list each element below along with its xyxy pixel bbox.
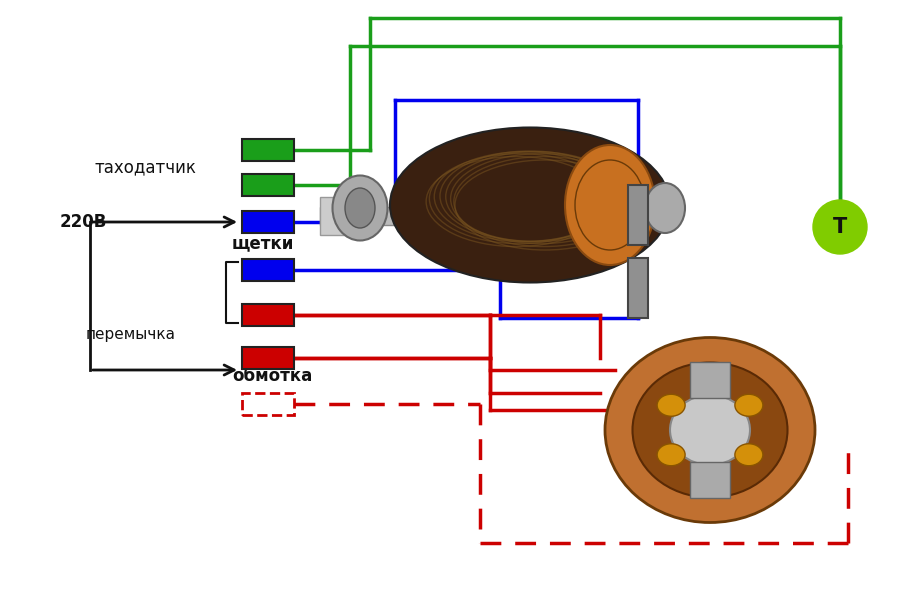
Bar: [690, 462, 730, 498]
Ellipse shape: [575, 160, 645, 250]
Ellipse shape: [645, 183, 685, 233]
Bar: [242, 211, 294, 233]
Text: щетки: щетки: [232, 234, 294, 252]
Bar: [242, 347, 294, 369]
Ellipse shape: [657, 444, 685, 465]
Ellipse shape: [565, 145, 655, 265]
Bar: [628, 258, 648, 318]
Bar: [320, 105, 720, 300]
Bar: [242, 174, 294, 196]
Ellipse shape: [657, 394, 685, 416]
Bar: [628, 185, 648, 245]
Ellipse shape: [633, 362, 788, 498]
Bar: [242, 393, 294, 415]
Bar: [320, 207, 400, 225]
Bar: [242, 304, 294, 326]
Ellipse shape: [735, 444, 763, 465]
Ellipse shape: [390, 128, 670, 283]
Bar: [242, 139, 294, 161]
Text: таходатчик: таходатчик: [94, 158, 196, 176]
Ellipse shape: [605, 337, 815, 523]
Bar: [242, 259, 294, 281]
Ellipse shape: [345, 188, 375, 228]
Ellipse shape: [332, 175, 388, 241]
Ellipse shape: [670, 395, 750, 465]
Bar: [690, 362, 730, 398]
Text: 220В: 220В: [60, 213, 107, 231]
Text: обмотка: обмотка: [232, 367, 312, 385]
Circle shape: [813, 200, 867, 254]
Text: T: T: [832, 217, 847, 237]
Ellipse shape: [735, 394, 763, 416]
Text: перемычка: перемычка: [86, 327, 176, 343]
Bar: [590, 335, 850, 520]
Bar: [320, 197, 375, 235]
